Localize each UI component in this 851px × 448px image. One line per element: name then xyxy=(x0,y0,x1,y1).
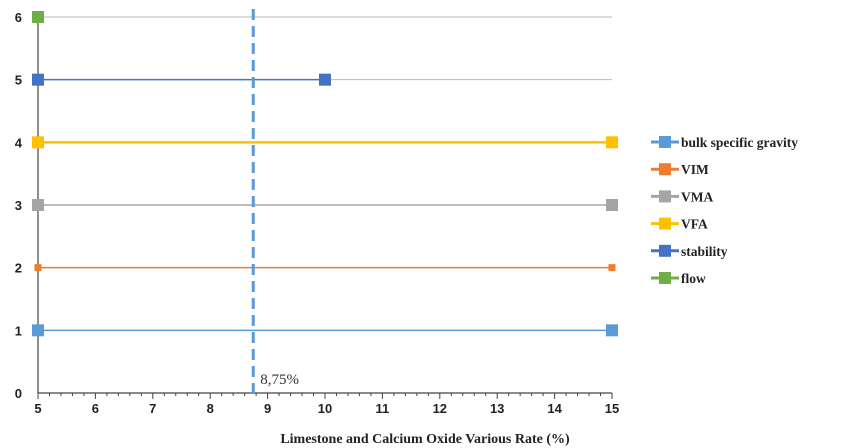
y-tick-label-1: 1 xyxy=(15,323,22,338)
data-point xyxy=(319,73,331,86)
x-axis-title: Limestone and Calcium Oxide Various Rate… xyxy=(280,432,570,447)
data-point xyxy=(32,199,44,211)
legend-item-bulk-specific-gravity: bulk specific gravity xyxy=(651,135,798,150)
x-tick-label-5: 5 xyxy=(34,401,41,416)
legend-swatch-marker xyxy=(659,190,671,203)
x-tick-label-12: 12 xyxy=(433,401,447,416)
x-tick-label-15: 15 xyxy=(605,401,619,416)
x-tick-label-9: 9 xyxy=(264,401,271,416)
data-point xyxy=(32,73,44,86)
legend-label: stability xyxy=(681,244,728,259)
x-tick-label-6: 6 xyxy=(92,401,99,416)
data-point xyxy=(32,11,44,23)
x-tick-label-14: 14 xyxy=(547,401,562,416)
series-vim xyxy=(34,264,616,272)
legend-label: flow xyxy=(681,271,706,286)
legend-label: VFA xyxy=(681,217,708,232)
series-group xyxy=(32,11,618,337)
legend-item-vfa: VFA xyxy=(651,217,708,232)
x-tick-label-10: 10 xyxy=(318,401,332,416)
y-tick-label-5: 5 xyxy=(15,73,22,88)
data-point xyxy=(606,136,618,149)
data-point xyxy=(606,199,618,211)
legend-label: VIM xyxy=(681,162,709,177)
reference-line-group: 8,75% xyxy=(251,9,299,393)
series-flow xyxy=(32,11,44,23)
legend-swatch-marker xyxy=(659,217,671,230)
legend-swatch-marker xyxy=(659,244,671,257)
legend-label: VMA xyxy=(681,189,713,204)
legend-item-flow: flow xyxy=(651,271,706,286)
legend-swatch-marker xyxy=(659,272,671,284)
x-tick-label-7: 7 xyxy=(149,401,156,416)
y-tick-label-6: 6 xyxy=(15,10,22,25)
grid-lines xyxy=(38,16,612,331)
y-tick-label-4: 4 xyxy=(15,135,23,150)
legend-item-vma: VMA xyxy=(651,189,713,204)
legend-item-stability: stability xyxy=(651,244,728,259)
legend-label: bulk specific gravity xyxy=(681,135,798,150)
series-vma xyxy=(32,199,618,211)
y-tick-label-0: 0 xyxy=(15,386,22,401)
legend-swatch-marker xyxy=(659,136,671,148)
data-point xyxy=(34,264,42,272)
legend-swatch-marker xyxy=(659,163,671,176)
reference-line-label: 8,75% xyxy=(260,372,299,388)
legend-item-vim: VIM xyxy=(651,162,709,177)
data-point xyxy=(32,324,44,337)
y-tick-label-2: 2 xyxy=(15,261,22,276)
series-vfa xyxy=(32,136,618,149)
data-point xyxy=(606,324,618,337)
y-tick-label-3: 3 xyxy=(15,198,22,213)
legend: bulk specific gravity VIM VMA VFA stability f… xyxy=(651,135,798,286)
series-stability xyxy=(32,73,331,86)
x-tick-label-11: 11 xyxy=(376,401,390,416)
data-point xyxy=(608,264,616,272)
x-tick-label-8: 8 xyxy=(207,401,214,416)
series-bulk-specific-gravity xyxy=(32,324,618,337)
x-tick-label-13: 13 xyxy=(490,401,504,416)
data-point xyxy=(32,136,44,149)
